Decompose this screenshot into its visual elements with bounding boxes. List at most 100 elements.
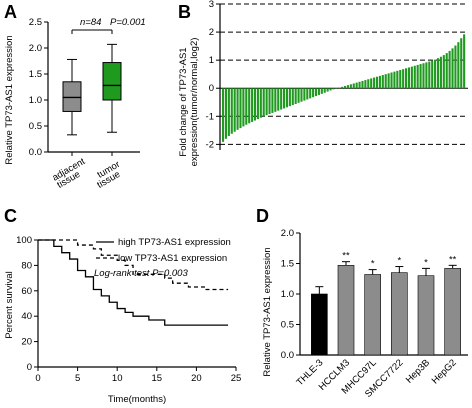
- panel-b-bar: [285, 88, 289, 108]
- panel-b-bar: [410, 66, 413, 89]
- panel-d-y-tick-label: 0.5: [281, 320, 294, 331]
- panel-b-bar: [442, 55, 445, 89]
- panel-c-y-tick-label: 100: [16, 235, 32, 246]
- panel-d-x-tick-label: Hep3B: [404, 357, 432, 385]
- panel-d-significance-label: **: [342, 251, 350, 262]
- panel-b-bar: [344, 85, 347, 89]
- panel-b-waterfall: Fold change of TP73-AS1 expression(tumor…: [178, 0, 468, 166]
- panel-b-bar: [419, 64, 422, 89]
- panel-d-y-tick-label: 1.5: [281, 259, 294, 270]
- panel-b-bar: [407, 67, 411, 89]
- panel-b-bar: [303, 88, 306, 101]
- panel-b-bar: [326, 88, 329, 92]
- panel-a-y-tick-label: 0.0: [29, 147, 42, 158]
- panel-b-bar: [314, 88, 318, 97]
- panel-b-bar: [405, 68, 408, 89]
- panel-d-bar: [391, 272, 408, 356]
- panel-c-x-tick-label: 20: [191, 373, 202, 384]
- panel-b-bar: [375, 76, 379, 89]
- panel-b-bar: [387, 73, 390, 89]
- panel-c-x-tick-label: 10: [112, 373, 123, 384]
- panel-b-bar: [239, 88, 242, 129]
- panel-b-bar: [381, 75, 384, 89]
- panel-d-significance-label: **: [449, 254, 457, 265]
- panel-c-high-expression-curve: [38, 239, 229, 326]
- panel-c-y-tick-label: 0: [27, 362, 32, 373]
- panel-d-y-tick-label: 2.0: [281, 228, 294, 239]
- panel-b-bar: [329, 88, 332, 91]
- panel-a-boxplot: Relative TP73-AS1 expression n=84 P=0.00…: [4, 17, 146, 191]
- panel-d-cell-lines: Relative TP73-AS1 expression 0.0 0.5 1.0 1.…: [262, 228, 468, 400]
- panel-b-bar: [399, 69, 402, 89]
- panel-b-y-tick-label: -1: [206, 111, 214, 122]
- panel-b-y-tick-label: 3: [209, 0, 214, 10]
- panel-b-bar: [384, 74, 387, 89]
- panel-d-significance-label: *: [397, 256, 401, 267]
- panel-b-y-tick-label: -2: [206, 139, 214, 150]
- panel-b-bar: [274, 88, 277, 112]
- panel-a-y-tick-label: 1.5: [29, 69, 42, 80]
- panel-d-y-axis-label: Relative TP73-AS1 expression: [262, 247, 273, 376]
- panel-b-bar: [431, 60, 434, 89]
- panel-b-bar: [309, 88, 312, 99]
- panel-b-bar: [245, 88, 248, 125]
- panel-b-bar: [346, 85, 350, 89]
- panel-d-bar: [364, 274, 381, 356]
- panel-b-bar: [277, 88, 280, 111]
- panel-d-significance-label: *: [424, 257, 428, 268]
- panel-a-box: [62, 81, 82, 112]
- panel-b-bar: [370, 78, 373, 89]
- panel-c-x-tick-label: 5: [75, 373, 80, 384]
- panel-b-bar: [222, 88, 225, 142]
- panel-a-y-axis-label: Relative TP73-AS1 expression: [4, 35, 15, 164]
- panel-label-a: A: [4, 2, 17, 22]
- panel-b-bar: [256, 88, 259, 120]
- panel-b-bar: [393, 71, 396, 89]
- panel-b-bar: [378, 75, 381, 89]
- panel-a-y-tick-label: 2.5: [29, 17, 42, 28]
- panel-a-y-tick-label: 1.0: [29, 95, 42, 106]
- panel-label-d: D: [256, 206, 269, 226]
- panel-c-legend-high-label: high TP73-AS1 expression: [118, 237, 231, 248]
- panel-c-survival: Percent survival Time(months) Log-rank t…: [4, 235, 241, 405]
- panel-d-bar: [337, 265, 355, 356]
- panel-c-logrank-annotation: Log-rank test P=0.003: [94, 268, 188, 279]
- panel-b-bar: [317, 88, 320, 95]
- panel-d-bar: [311, 293, 328, 356]
- panel-b-bar: [355, 82, 358, 89]
- panel-b-bar: [297, 88, 300, 103]
- panel-b-bar: [352, 83, 355, 89]
- panel-d-y-tick-label: 0.0: [281, 350, 294, 361]
- panel-b-bar: [248, 88, 251, 124]
- panel-b-bar: [457, 42, 460, 89]
- panel-c-x-axis-label: Time(months): [108, 394, 166, 405]
- panel-c-legend-low-label: low TP73-AS1 expression: [118, 253, 227, 264]
- panel-b-bar: [288, 88, 291, 107]
- panel-b-y-tick-label: 1: [209, 55, 214, 66]
- panel-c-x-tick-label: 0: [35, 373, 40, 384]
- panel-b-bar: [367, 79, 370, 89]
- panel-b-bar: [227, 88, 230, 136]
- panel-b-y-tick-label: 2: [209, 27, 214, 38]
- panel-a-n-annotation: n=84: [80, 17, 101, 28]
- panel-c-y-tick-label: 20: [21, 337, 32, 348]
- panel-a-box: [102, 62, 122, 101]
- panel-b-bar: [425, 62, 428, 89]
- panel-d-x-tick-label: HepG2: [430, 357, 459, 386]
- panel-b-y-label-line2: expression(tumor/normal,log2): [189, 38, 200, 167]
- panel-c-y-axis-label: Percent survival: [4, 271, 15, 339]
- panel-b-y-tick-label: 0: [209, 83, 214, 94]
- panel-b-bar: [283, 88, 286, 109]
- panel-c-y-tick-label: 60: [21, 286, 32, 297]
- panel-b-bar: [306, 88, 309, 100]
- panel-d-significance-label: *: [371, 259, 375, 270]
- panel-b-bar: [224, 88, 228, 139]
- panel-a-p-annotation: P=0.001: [110, 17, 146, 28]
- panel-d-y-tick-label: 1.0: [281, 289, 294, 300]
- panel-b-y-label-line1: Fold change of TP73-AS1: [178, 47, 189, 156]
- panel-b-bar: [463, 34, 466, 89]
- panel-b-bar: [448, 50, 451, 89]
- panel-label-b: B: [178, 2, 191, 22]
- panel-b-bar: [422, 63, 425, 89]
